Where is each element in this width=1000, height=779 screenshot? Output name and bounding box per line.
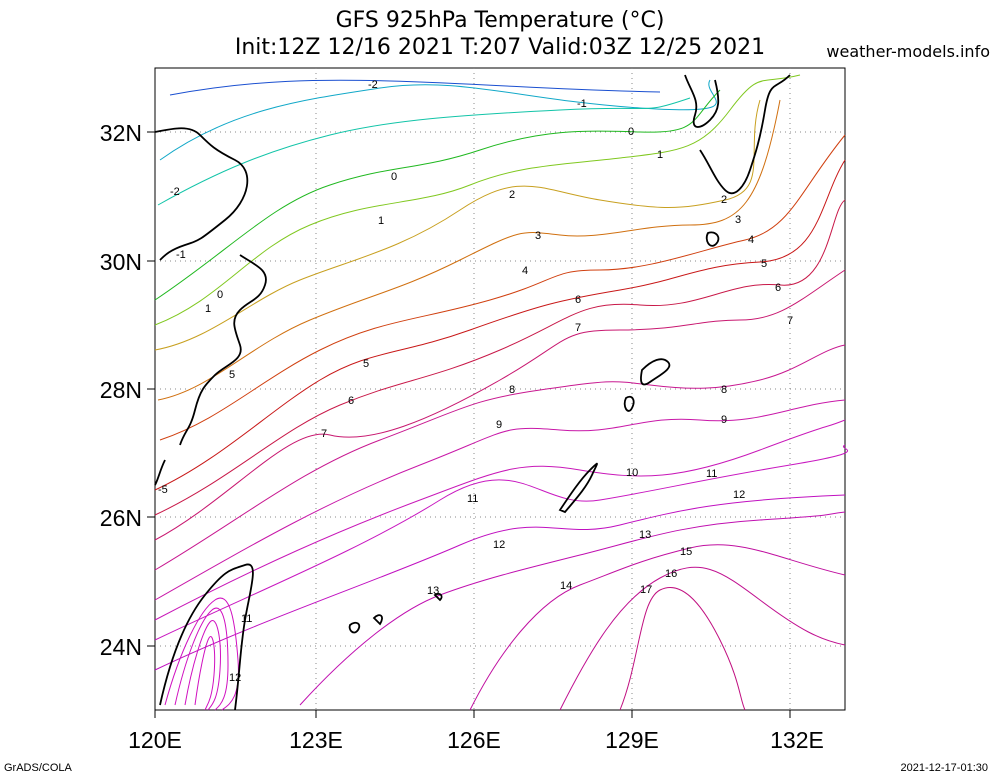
isotherm-7 — [154, 269, 846, 541]
map-title-line2: Init:12Z 12/16 2021 T:207 Valid:03Z 12/2… — [234, 35, 766, 60]
taiwan-warm-core — [164, 597, 239, 711]
contour-label: 0 — [217, 289, 223, 301]
coastlines — [154, 74, 791, 711]
contour-label: 9 — [721, 414, 727, 426]
isotherm-9 — [154, 399, 846, 601]
contour-label: -5 — [158, 484, 168, 496]
isotherm-4 — [159, 134, 846, 441]
contour-label: 15 — [680, 546, 692, 558]
contour-label: 4 — [522, 265, 528, 277]
isotherm-0 — [154, 89, 721, 301]
x-tick-120e: 120E — [128, 727, 182, 753]
isotherm-10 — [154, 419, 846, 621]
map-title-line1: GFS 925hPa Temperature (°C) — [335, 8, 665, 33]
miyako — [348, 621, 361, 634]
contour-label: 16 — [665, 568, 677, 580]
contour-label: 11 — [467, 493, 478, 505]
contour-label: 4 — [748, 234, 754, 246]
x-tick-132e: 132E — [770, 727, 824, 753]
contour-label: 6 — [348, 395, 354, 407]
contour-labels: -2 -1 0 1 -2 0 1 2 3 4 -1 0 1 2 3 4 5 6 … — [158, 79, 793, 684]
isotherm-minus3 — [169, 79, 661, 96]
isotherm-12 — [154, 494, 846, 671]
isotherm-minus1 — [157, 97, 691, 206]
contour-label: 0 — [391, 171, 397, 183]
x-tick-123e: 123E — [289, 727, 343, 753]
ishigaki — [372, 614, 383, 626]
isotherm-5 — [154, 159, 846, 491]
isotherm-minus2 — [159, 79, 717, 161]
contour-label: 1 — [657, 149, 663, 161]
isotherm-16 — [559, 566, 846, 711]
kyushu-north — [684, 74, 720, 128]
contour-label: 9 — [496, 419, 502, 431]
y-tick-26n: 26N — [100, 505, 142, 531]
tick-marks — [147, 131, 791, 718]
okinawa — [558, 462, 598, 514]
footer-software: GrADS/COLA — [4, 762, 72, 774]
isotherm-6 — [154, 199, 846, 516]
contour-label: 7 — [787, 315, 793, 327]
contour-label: 6 — [575, 294, 581, 306]
contour-label: -1 — [577, 98, 587, 110]
contour-label: 13 — [639, 529, 651, 541]
contour-label: 11 — [706, 468, 717, 480]
isotherm-2 — [154, 99, 761, 351]
y-tick-32n: 32N — [100, 120, 142, 146]
isotherm-17 — [619, 587, 746, 711]
contour-label: 5 — [363, 358, 369, 370]
contour-label: 7 — [321, 428, 327, 440]
contour-label: 8 — [721, 384, 727, 396]
site-credit[interactable]: weather-models.info — [826, 42, 990, 61]
isotherm-1 — [154, 74, 801, 326]
isotherm-3 — [157, 99, 781, 401]
isotherm-11 — [154, 444, 849, 641]
contour-label: 12 — [733, 489, 745, 501]
grid-lines — [155, 68, 845, 710]
contour-label: -2 — [170, 186, 180, 198]
china-coast-south — [154, 459, 166, 486]
contour-label: 3 — [535, 230, 541, 242]
isotherms — [154, 74, 849, 711]
contour-label: 6 — [775, 282, 781, 294]
y-tick-30n: 30N — [100, 249, 142, 275]
contour-label: 1 — [205, 303, 211, 315]
isotherm-8 — [154, 344, 846, 571]
isotherm-13 — [299, 511, 846, 706]
tokunoshima — [623, 395, 635, 412]
contour-label: 5 — [761, 258, 767, 270]
x-tick-129e: 129E — [605, 727, 659, 753]
contour-label: 12 — [229, 672, 241, 684]
contour-label: 7 — [575, 322, 581, 334]
kyushu-south — [699, 74, 791, 195]
amami-oshima — [640, 358, 671, 386]
contour-label: 8 — [509, 384, 515, 396]
isotherm-14 — [469, 544, 846, 711]
contour-label: 2 — [509, 189, 515, 201]
contour-label: 13 — [427, 585, 439, 597]
contour-label: 1 — [378, 215, 384, 227]
x-tick-126e: 126E — [447, 727, 501, 753]
tanegashima — [705, 231, 720, 247]
contour-label: 2 — [721, 194, 727, 206]
y-tick-24n: 24N — [100, 634, 142, 660]
contour-label: 11 — [241, 613, 252, 625]
footer-timestamp: 2021-12-17-01:30 — [900, 762, 988, 774]
contour-label: 10 — [626, 467, 638, 479]
contour-label: -1 — [176, 249, 186, 261]
small-island — [433, 593, 443, 602]
china-coast-middle — [179, 254, 267, 446]
contour-label: 3 — [735, 214, 741, 226]
contour-label: -2 — [368, 79, 378, 91]
contour-label: 14 — [560, 580, 572, 592]
contour-label: 17 — [640, 584, 652, 596]
taiwan-coast — [159, 563, 254, 711]
contour-label: 0 — [628, 126, 634, 138]
contour-label: 12 — [493, 539, 505, 551]
china-coast-north — [154, 127, 249, 261]
y-tick-28n: 28N — [100, 377, 142, 403]
contour-label: 5 — [229, 369, 235, 381]
